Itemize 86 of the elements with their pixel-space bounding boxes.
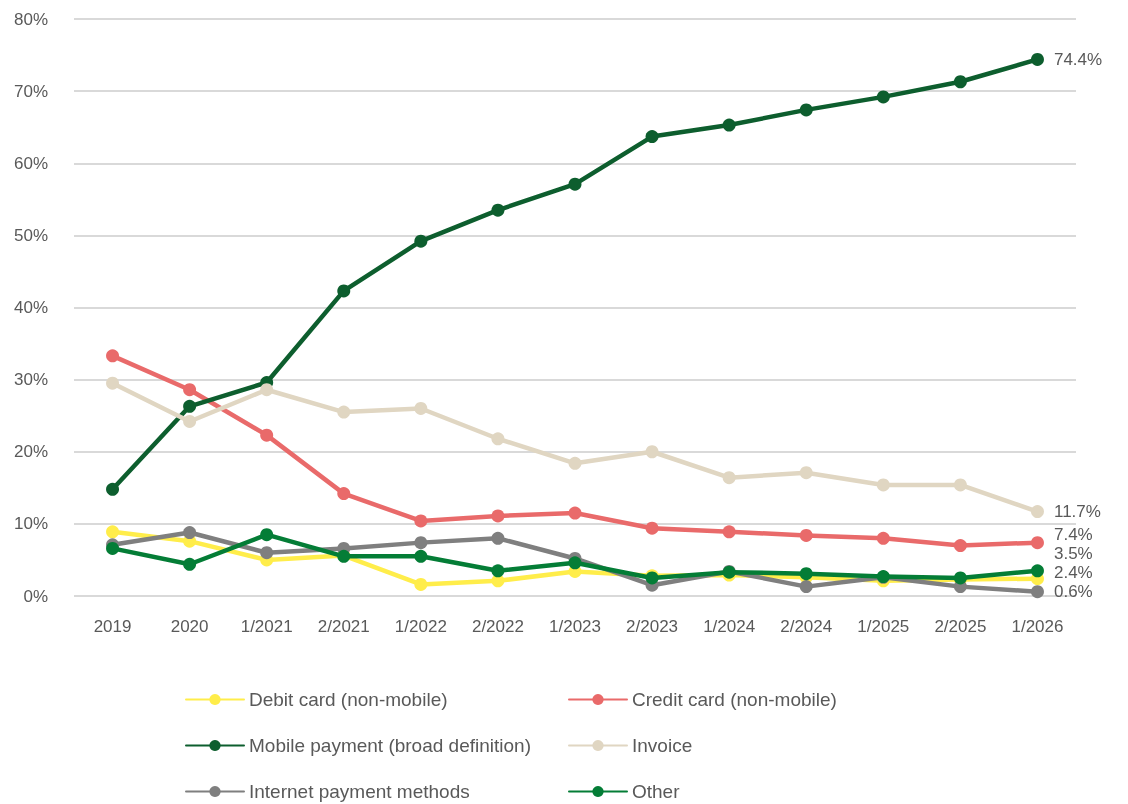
y-tick-label: 0% bbox=[23, 586, 48, 606]
point bbox=[953, 539, 967, 553]
x-tick-label: 1/2024 bbox=[703, 617, 756, 636]
legend-label: Credit card (non-mobile) bbox=[632, 689, 837, 710]
point bbox=[645, 521, 659, 535]
point bbox=[414, 549, 428, 563]
point bbox=[491, 432, 505, 446]
point bbox=[491, 564, 505, 578]
point bbox=[260, 383, 274, 397]
y-tick-label: 50% bbox=[13, 225, 48, 245]
point bbox=[337, 487, 351, 501]
point bbox=[876, 90, 890, 104]
point bbox=[1030, 536, 1044, 550]
x-tick-label: 2/2021 bbox=[317, 617, 370, 636]
point bbox=[183, 557, 197, 571]
point bbox=[183, 526, 197, 540]
point bbox=[414, 401, 428, 415]
y-tick-label: 10% bbox=[13, 514, 48, 534]
point bbox=[568, 177, 582, 191]
point bbox=[876, 531, 890, 545]
data-label: 3.5% bbox=[1053, 544, 1093, 564]
point bbox=[645, 445, 659, 459]
y-tick-label: 70% bbox=[13, 81, 48, 101]
point bbox=[491, 531, 505, 545]
x-tick-label: 2/2023 bbox=[626, 617, 679, 636]
point bbox=[183, 414, 197, 428]
point bbox=[260, 528, 274, 542]
point bbox=[645, 130, 659, 144]
point bbox=[106, 525, 120, 539]
point bbox=[414, 234, 428, 248]
x-tick-label: 2020 bbox=[170, 617, 209, 636]
legend-label: Other bbox=[632, 781, 681, 802]
point bbox=[337, 405, 351, 419]
point bbox=[722, 471, 736, 485]
point bbox=[568, 556, 582, 570]
point bbox=[953, 478, 967, 492]
x-tick-label: 1/2023 bbox=[549, 617, 601, 636]
point bbox=[260, 428, 274, 442]
point bbox=[568, 506, 582, 520]
legend-label: Debit card (non-mobile) bbox=[249, 689, 448, 710]
point bbox=[1030, 52, 1044, 66]
data-label: 11.7% bbox=[1053, 502, 1101, 522]
x-tick-label: 1/2026 bbox=[1011, 617, 1064, 636]
point bbox=[722, 525, 736, 539]
data-label: 0.6% bbox=[1053, 582, 1093, 602]
point bbox=[799, 580, 813, 594]
point bbox=[799, 528, 813, 542]
data-label: 7.4% bbox=[1053, 525, 1093, 545]
point bbox=[414, 577, 428, 591]
point bbox=[106, 482, 120, 496]
x-tick-label: 1/2022 bbox=[394, 617, 447, 636]
y-tick-label: 30% bbox=[13, 370, 48, 390]
x-tick-label: 2/2025 bbox=[934, 617, 987, 636]
legend-label: Internet payment methods bbox=[249, 781, 470, 802]
point bbox=[1030, 585, 1044, 599]
point bbox=[491, 203, 505, 217]
point bbox=[1030, 505, 1044, 519]
x-tick-label: 2/2022 bbox=[471, 617, 524, 636]
point bbox=[414, 514, 428, 528]
y-tick-label: 60% bbox=[13, 153, 48, 173]
point bbox=[183, 399, 197, 413]
y-tick-label: 80% bbox=[13, 9, 48, 29]
data-label: 74.4% bbox=[1053, 49, 1103, 69]
point bbox=[799, 103, 813, 117]
legend-label: Mobile payment (broad definition) bbox=[249, 735, 531, 756]
legend-label: Invoice bbox=[632, 735, 693, 756]
point bbox=[106, 376, 120, 390]
x-tick-label: 2/2024 bbox=[780, 617, 833, 636]
point bbox=[568, 456, 582, 470]
x-tick-label: 2019 bbox=[93, 617, 132, 636]
point bbox=[491, 509, 505, 523]
point bbox=[183, 383, 197, 397]
point bbox=[722, 118, 736, 132]
point bbox=[337, 284, 351, 298]
point bbox=[260, 546, 274, 560]
point bbox=[414, 536, 428, 550]
point bbox=[1030, 564, 1044, 578]
data-label: 2.4% bbox=[1053, 563, 1093, 583]
point bbox=[953, 75, 967, 89]
y-tick-label: 20% bbox=[13, 442, 48, 462]
x-tick-label: 1/2021 bbox=[240, 617, 293, 636]
y-tick-label: 40% bbox=[13, 298, 48, 317]
x-tick-label: 1/2025 bbox=[857, 617, 910, 636]
point bbox=[799, 466, 813, 480]
point bbox=[876, 478, 890, 492]
point bbox=[106, 349, 120, 363]
